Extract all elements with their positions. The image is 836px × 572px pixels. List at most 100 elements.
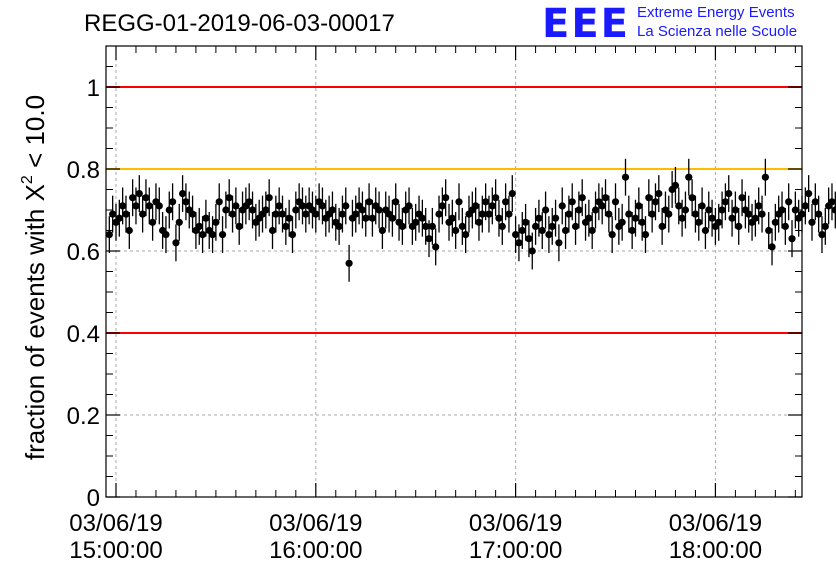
data-point [155,187,163,225]
data-point [232,187,240,225]
data-point [418,199,426,237]
x-tick-label-date: 03/06/19 [469,510,562,537]
point-marker [129,194,137,202]
point-marker [648,210,656,218]
point-marker [432,243,440,251]
y-axis-label-main: fraction of events with Χ [20,184,50,460]
data-point [721,183,730,221]
data-point [625,195,633,233]
point-marker [388,214,396,222]
data-point [485,195,493,233]
point-marker [568,198,576,206]
data-point [538,212,546,249]
data-point [828,183,836,221]
data-point [775,195,783,233]
point-marker [498,222,506,230]
y-tick-label: 0.6 [67,239,100,266]
data-point [105,216,113,254]
data-point [302,195,310,233]
data-point [608,216,616,254]
point-marker [458,222,466,230]
data-point [215,183,223,221]
point-marker [578,194,586,202]
data-point [591,191,600,229]
point-marker [302,210,310,218]
data-point [139,195,147,233]
point-marker [472,202,480,210]
point-marker [628,226,636,235]
point-marker [512,231,520,239]
data-point [528,232,536,270]
data-point [671,166,680,204]
data-point [821,207,829,245]
data-point [605,195,613,233]
data-point [611,183,620,221]
point-marker [365,198,373,206]
data-point [531,207,540,245]
point-marker [651,198,660,206]
data-point [705,191,713,229]
point-marker [475,218,483,226]
point-marker [139,210,147,218]
point-marker [708,214,716,222]
data-point [581,203,590,241]
data-point [758,195,766,233]
y-tick-label: 0.2 [67,403,100,430]
point-marker [621,173,630,181]
point-marker [591,206,600,214]
eee-logo-line2: La Scienza nelle Scuole [637,23,798,40]
point-marker [442,194,450,202]
data-point [768,228,776,266]
data-point [641,216,650,254]
data-point [145,187,153,225]
y-tick-label: 0 [87,485,100,512]
point-marker [561,226,570,235]
data-point [815,195,823,233]
point-marker [535,214,543,222]
point-marker [598,202,606,210]
data-point [292,191,300,229]
data-point [578,179,586,217]
data-point [458,207,466,245]
point-marker [681,206,690,214]
x-tick-label-time: 16:00:00 [269,537,362,564]
point-marker [505,210,513,218]
point-marker [149,218,157,226]
data-point [432,228,440,266]
data-point [655,175,663,213]
point-marker [671,181,680,189]
data-point [245,183,253,221]
point-marker [771,218,779,226]
point-marker [755,202,763,210]
data-point [788,220,796,258]
point-marker [338,210,347,218]
point-marker [278,210,287,218]
point-marker [555,239,563,247]
data-point [415,195,423,233]
data-point [242,187,250,225]
data-point [122,195,130,233]
point-marker [658,222,666,230]
data-point [468,191,476,229]
data-point [521,203,530,241]
x-tick-label-time: 17:00:00 [469,537,562,564]
point-marker [545,231,553,239]
data-point [541,191,550,229]
point-marker [705,206,713,214]
data-point [169,183,177,221]
data-point [188,195,197,233]
data-point [129,179,137,217]
point-marker [508,190,516,198]
data-point [375,191,383,229]
data-point [795,199,803,237]
grid-lines [106,46,802,497]
data-point [621,158,630,196]
data-point [408,207,416,245]
y-tick-label: 1 [87,75,100,102]
data-point [771,203,779,241]
point-marker [678,214,686,222]
data-point [228,195,237,233]
point-marker [811,198,819,206]
point-marker [318,202,327,210]
data-point [475,203,483,241]
